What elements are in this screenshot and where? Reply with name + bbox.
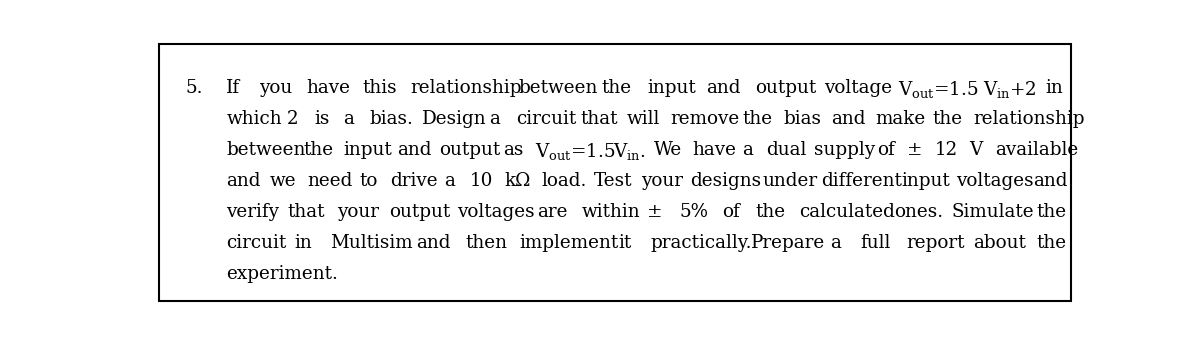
- Text: under: under: [762, 172, 817, 190]
- Text: output: output: [439, 141, 500, 159]
- Text: supply: supply: [814, 141, 875, 159]
- Text: circuit: circuit: [227, 234, 287, 252]
- Text: kΩ: kΩ: [504, 172, 530, 190]
- Text: We: We: [654, 141, 683, 159]
- Text: output: output: [390, 203, 451, 221]
- Text: load.: load.: [542, 172, 587, 190]
- Text: of: of: [877, 141, 895, 159]
- Text: the: the: [743, 110, 773, 128]
- Text: input: input: [901, 172, 950, 190]
- Text: and: and: [397, 141, 431, 159]
- Text: available: available: [995, 141, 1079, 159]
- Text: verify: verify: [227, 203, 280, 221]
- Text: the: the: [932, 110, 962, 128]
- Text: practically.: practically.: [650, 234, 752, 252]
- Text: ones.: ones.: [894, 203, 943, 221]
- Text: and: and: [707, 79, 740, 97]
- Text: 5%: 5%: [679, 203, 708, 221]
- Text: circuit: circuit: [516, 110, 576, 128]
- Text: within: within: [581, 203, 640, 221]
- Text: different: different: [822, 172, 902, 190]
- Text: V$_{\mathregular{in}}$+2: V$_{\mathregular{in}}$+2: [983, 79, 1036, 100]
- Text: 2: 2: [287, 110, 299, 128]
- Text: the: the: [304, 141, 334, 159]
- Text: need: need: [307, 172, 353, 190]
- Text: are: are: [538, 203, 568, 221]
- Text: between: between: [227, 141, 306, 159]
- Text: 10: 10: [469, 172, 493, 190]
- Text: in: in: [295, 234, 312, 252]
- Text: it: it: [618, 234, 631, 252]
- Text: V: V: [968, 141, 982, 159]
- Text: 5.: 5.: [185, 79, 203, 97]
- Text: report: report: [906, 234, 965, 252]
- Text: is: is: [314, 110, 329, 128]
- Text: remove: remove: [671, 110, 740, 128]
- Text: about: about: [973, 234, 1026, 252]
- Text: Multisim: Multisim: [330, 234, 413, 252]
- Text: this: this: [362, 79, 397, 97]
- Text: Simulate: Simulate: [952, 203, 1034, 221]
- Text: the: the: [1036, 203, 1067, 221]
- Text: a: a: [830, 234, 841, 252]
- Text: your: your: [337, 203, 379, 221]
- Text: V$_{\mathregular{in}}$.: V$_{\mathregular{in}}$.: [613, 141, 646, 162]
- Text: you: you: [259, 79, 292, 97]
- Text: and: and: [830, 110, 865, 128]
- Text: in: in: [1045, 79, 1063, 97]
- Text: the: the: [756, 203, 786, 221]
- Text: calculated: calculated: [799, 203, 895, 221]
- Text: designs: designs: [690, 172, 761, 190]
- Text: 12: 12: [935, 141, 958, 159]
- Text: input: input: [343, 141, 391, 159]
- Text: ±: ±: [907, 141, 923, 159]
- Text: full: full: [860, 234, 892, 252]
- Text: Design: Design: [421, 110, 486, 128]
- Text: then: then: [466, 234, 508, 252]
- Text: make: make: [875, 110, 925, 128]
- Text: the: the: [602, 79, 632, 97]
- Text: input: input: [647, 79, 696, 97]
- Text: V$_{\mathregular{out}}$=1.5: V$_{\mathregular{out}}$=1.5: [899, 79, 979, 100]
- Text: that: that: [581, 110, 618, 128]
- Text: Test: Test: [594, 172, 632, 190]
- Text: relationship: relationship: [973, 110, 1085, 128]
- Text: bias.: bias.: [370, 110, 414, 128]
- Text: of: of: [721, 203, 739, 221]
- Text: have: have: [692, 141, 736, 159]
- Text: as: as: [503, 141, 523, 159]
- Text: V$_{\mathregular{out}}$=1.5: V$_{\mathregular{out}}$=1.5: [535, 141, 616, 162]
- Text: and: and: [416, 234, 451, 252]
- Text: Prepare: Prepare: [751, 234, 826, 252]
- Text: drive: drive: [390, 172, 438, 190]
- Text: will: will: [628, 110, 660, 128]
- Text: If: If: [227, 79, 240, 97]
- Text: ±: ±: [647, 203, 662, 221]
- Text: voltage: voltage: [824, 79, 892, 97]
- Text: experiment.: experiment.: [227, 265, 338, 283]
- Text: which: which: [227, 110, 282, 128]
- Text: voltages: voltages: [955, 172, 1033, 190]
- Text: a: a: [490, 110, 500, 128]
- Text: a: a: [743, 141, 754, 159]
- Text: that: that: [288, 203, 325, 221]
- Text: and: and: [1033, 172, 1067, 190]
- Text: implement: implement: [520, 234, 619, 252]
- Text: relationship: relationship: [410, 79, 522, 97]
- Text: dual: dual: [767, 141, 806, 159]
- Text: voltages: voltages: [457, 203, 535, 221]
- Text: have: have: [306, 79, 350, 97]
- Text: to: to: [359, 172, 378, 190]
- Text: the: the: [1036, 234, 1067, 252]
- Text: your: your: [641, 172, 683, 190]
- Text: we: we: [270, 172, 296, 190]
- Text: output: output: [755, 79, 816, 97]
- Text: a: a: [444, 172, 455, 190]
- Text: bias: bias: [784, 110, 822, 128]
- Text: between: between: [518, 79, 598, 97]
- Text: a: a: [343, 110, 354, 128]
- Text: and: and: [227, 172, 260, 190]
